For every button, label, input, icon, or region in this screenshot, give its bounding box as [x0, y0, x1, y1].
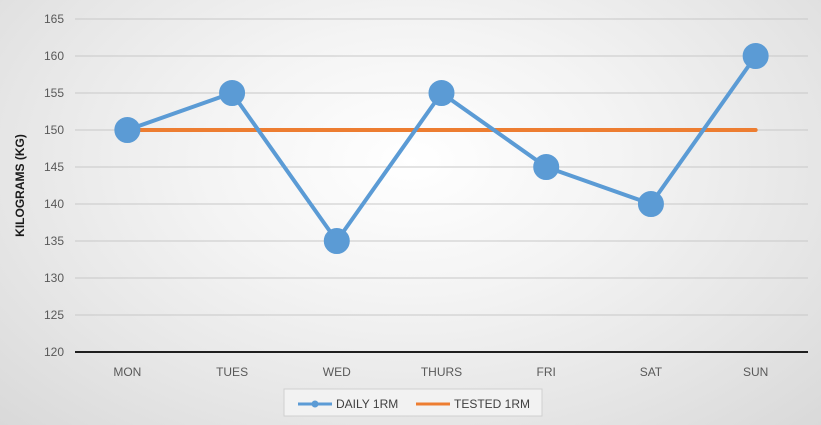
y-tick-label: 150 [44, 123, 64, 137]
legend: DAILY 1RM TESTED 1RM [283, 388, 543, 417]
y-tick-label: 160 [44, 49, 64, 63]
data-point [114, 117, 141, 143]
x-tick-label: SUN [743, 365, 768, 379]
y-tick-label: 120 [44, 345, 64, 359]
y-tick-label: 155 [44, 86, 64, 100]
series-0 [114, 43, 769, 254]
data-point [533, 154, 560, 180]
legend-label: DAILY 1RM [336, 397, 398, 411]
y-axis-title: KILOGRAMS (KG) [13, 134, 27, 237]
y-axis-tick-labels: 120 125 130 135 140 145 150 155 160 165 [44, 12, 64, 359]
legend-label: TESTED 1RM [454, 397, 530, 411]
x-axis-tick-labels: MON TUES WED THURS FRI SAT SUN [113, 365, 768, 379]
gridlines [75, 18, 808, 316]
y-tick-label: 125 [44, 308, 64, 322]
legend-marker [311, 400, 319, 408]
series-layer [114, 43, 769, 254]
data-point [637, 191, 664, 217]
data-point [742, 43, 769, 69]
data-point [428, 80, 455, 106]
y-tick-label: 145 [44, 160, 64, 174]
x-tick-label: TUES [216, 365, 248, 379]
y-tick-label: 140 [44, 197, 64, 211]
y-tick-label: 165 [44, 12, 64, 26]
x-tick-label: THURS [421, 365, 462, 379]
x-tick-label: FRI [537, 365, 556, 379]
x-tick-label: MON [113, 365, 141, 379]
y-tick-label: 135 [44, 234, 64, 248]
data-point [219, 80, 246, 106]
x-tick-label: SAT [640, 365, 663, 379]
data-point [323, 228, 350, 254]
y-tick-label: 130 [44, 271, 64, 285]
x-tick-label: WED [323, 365, 351, 379]
